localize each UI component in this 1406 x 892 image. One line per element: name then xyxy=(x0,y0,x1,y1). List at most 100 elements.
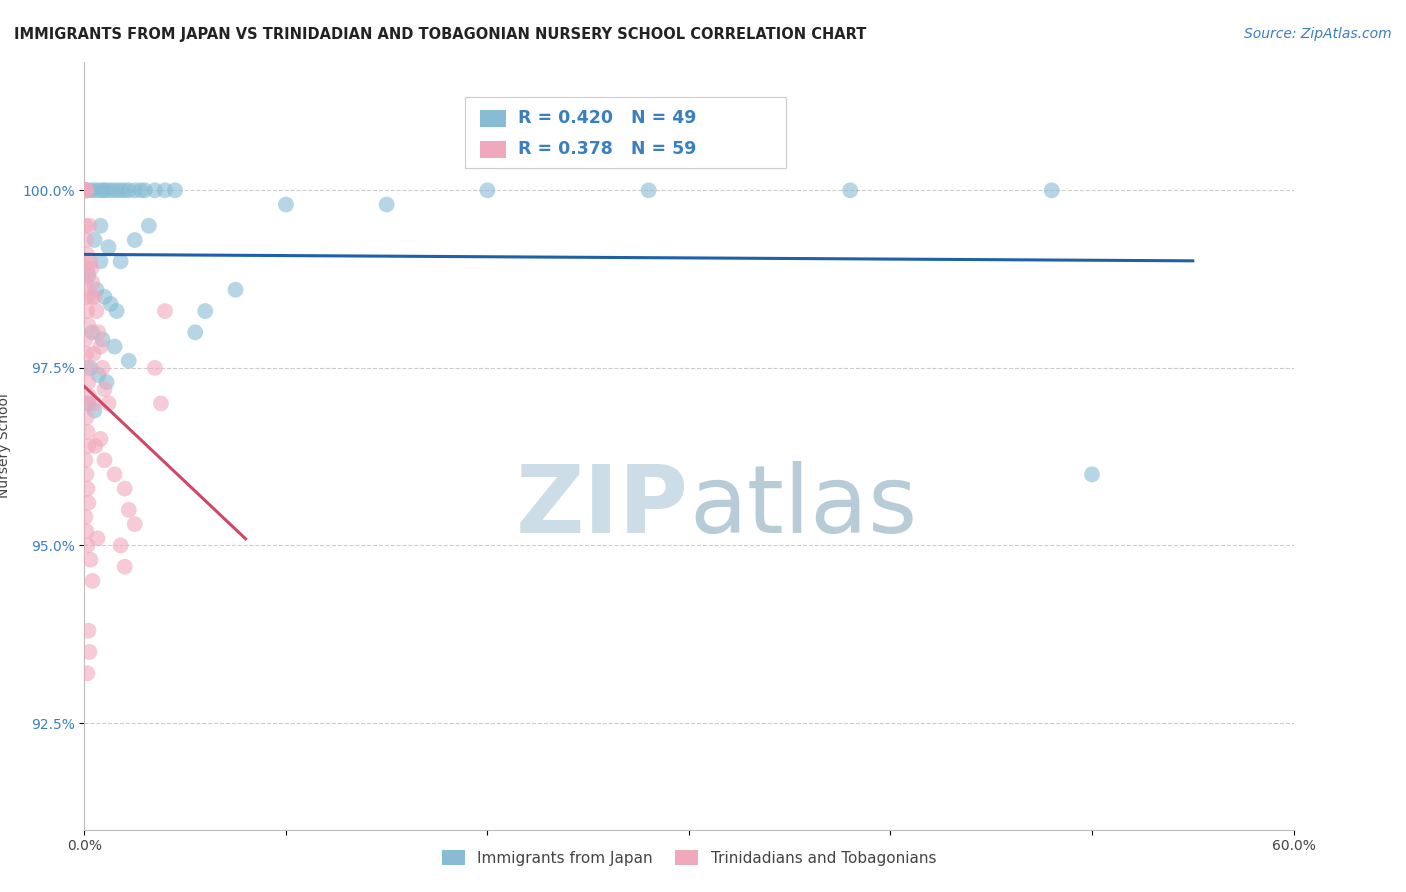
Point xyxy=(82,574,104,588)
Point xyxy=(75,346,97,360)
Point xyxy=(86,304,108,318)
Point xyxy=(79,219,101,233)
Point xyxy=(93,453,115,467)
Point xyxy=(124,183,146,197)
Point xyxy=(75,290,97,304)
Point xyxy=(118,183,141,197)
Point xyxy=(110,183,132,197)
Point xyxy=(143,360,166,375)
Point xyxy=(77,318,100,333)
Point xyxy=(75,183,97,197)
Point xyxy=(86,532,108,546)
Point xyxy=(75,276,97,290)
Point xyxy=(274,197,297,211)
Point xyxy=(138,219,160,233)
Text: R = 0.420   N = 49: R = 0.420 N = 49 xyxy=(519,110,697,128)
Point xyxy=(104,467,127,482)
Point xyxy=(75,510,97,524)
Point xyxy=(96,375,118,389)
Point xyxy=(75,524,97,539)
Point xyxy=(77,496,100,510)
Point xyxy=(75,410,97,425)
Point xyxy=(153,304,176,318)
Point xyxy=(77,624,100,638)
Point xyxy=(82,326,104,340)
Point xyxy=(83,396,105,410)
Point xyxy=(83,233,105,247)
Point xyxy=(143,183,166,197)
Point xyxy=(114,559,136,574)
Point xyxy=(87,368,110,382)
Point xyxy=(110,538,132,552)
Point xyxy=(75,396,97,410)
Point xyxy=(91,360,114,375)
Point xyxy=(79,183,101,197)
Point xyxy=(129,183,152,197)
Point xyxy=(79,254,101,268)
Point xyxy=(91,333,114,347)
Point xyxy=(76,425,98,439)
Y-axis label: Nursery School: Nursery School xyxy=(0,393,11,499)
Point xyxy=(97,396,120,410)
Point xyxy=(84,439,107,453)
Point xyxy=(637,183,659,197)
Point xyxy=(89,340,111,354)
Text: ZIP: ZIP xyxy=(516,461,689,553)
Point xyxy=(100,297,122,311)
Point xyxy=(839,183,862,197)
Point xyxy=(105,304,128,318)
FancyBboxPatch shape xyxy=(479,141,506,158)
Point xyxy=(75,233,97,247)
Point xyxy=(76,304,98,318)
Point xyxy=(104,340,127,354)
Point xyxy=(375,197,398,211)
Point xyxy=(1040,183,1063,197)
Point xyxy=(124,517,146,532)
Point xyxy=(75,183,97,197)
Point xyxy=(77,268,100,283)
Point xyxy=(110,254,132,268)
Point xyxy=(76,666,98,681)
Text: R = 0.378   N = 59: R = 0.378 N = 59 xyxy=(519,140,697,158)
Point xyxy=(80,290,103,304)
Point xyxy=(83,290,105,304)
Point xyxy=(101,183,124,197)
Point xyxy=(134,183,156,197)
Point xyxy=(87,326,110,340)
Point xyxy=(477,183,499,197)
Point xyxy=(89,432,111,446)
Point xyxy=(76,538,98,552)
Point xyxy=(124,233,146,247)
Point xyxy=(114,183,136,197)
Text: atlas: atlas xyxy=(689,461,917,553)
Point xyxy=(75,183,97,197)
Point xyxy=(149,396,172,410)
Point xyxy=(165,183,187,197)
Point xyxy=(77,396,100,410)
Point xyxy=(77,439,100,453)
Point xyxy=(79,389,101,403)
Point xyxy=(79,645,101,659)
Point xyxy=(77,375,100,389)
Point xyxy=(93,382,115,396)
Point xyxy=(194,304,217,318)
Point xyxy=(97,240,120,254)
Text: Source: ZipAtlas.com: Source: ZipAtlas.com xyxy=(1244,27,1392,41)
Point xyxy=(75,333,97,347)
Point xyxy=(82,346,104,360)
Point xyxy=(97,183,120,197)
Point xyxy=(91,183,114,197)
Point xyxy=(76,360,98,375)
Point xyxy=(75,453,97,467)
Point xyxy=(114,482,136,496)
Point xyxy=(93,183,115,197)
Point xyxy=(76,247,98,261)
Point xyxy=(1081,467,1104,482)
Point xyxy=(75,467,97,482)
Point xyxy=(118,503,141,517)
Point xyxy=(89,254,111,268)
Point xyxy=(80,261,103,276)
Point xyxy=(82,276,104,290)
Point xyxy=(118,353,141,368)
Point xyxy=(86,283,108,297)
